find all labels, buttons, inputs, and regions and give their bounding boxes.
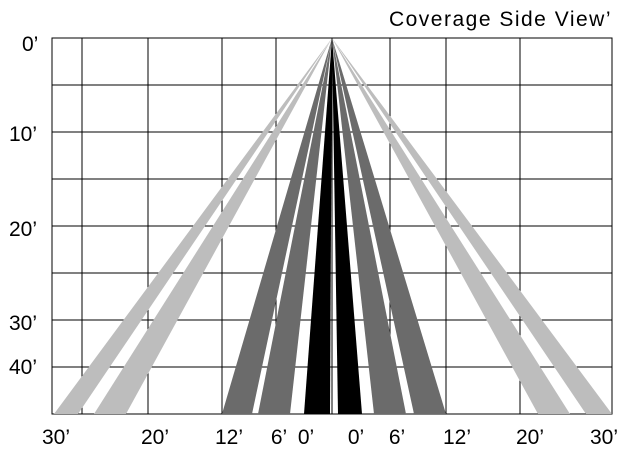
x-label: 20’ xyxy=(516,426,544,449)
x-label: 12’ xyxy=(215,426,243,449)
x-label: 30’ xyxy=(590,426,618,449)
middle-beams xyxy=(222,38,446,414)
beam-right-middle-2 xyxy=(332,38,406,414)
y-label: 20’ xyxy=(9,218,37,241)
x-label: 0’ xyxy=(348,426,364,449)
beam-left-inner xyxy=(304,38,332,414)
beam-right-outer-2 xyxy=(332,38,570,414)
y-label: 30’ xyxy=(9,312,37,335)
beam-right-middle-1 xyxy=(332,38,446,414)
x-label: 0’ xyxy=(298,426,314,449)
beam-right-inner xyxy=(332,38,362,414)
x-label: 20’ xyxy=(141,426,169,449)
x-label: 6’ xyxy=(389,426,405,449)
diagram-title: Coverage Side View’ xyxy=(389,8,612,31)
inner-beams xyxy=(304,38,362,414)
y-axis-labels: 0’ 10’ 20’ 30’ 40’ xyxy=(9,33,38,379)
beam-left-middle-2 xyxy=(258,38,332,414)
x-axis-labels: 30’ 20’ 12’ 6’ 0’ 0’ 6’ 12’ 20’ 30’ xyxy=(42,426,618,449)
beam-left-outer-2 xyxy=(94,38,332,414)
x-label: 6’ xyxy=(271,426,287,449)
y-label: 0’ xyxy=(22,33,38,56)
beam-left-outer-1 xyxy=(54,38,332,414)
y-label: 40’ xyxy=(9,356,37,379)
beam-right-outer-1 xyxy=(332,38,612,414)
y-label: 10’ xyxy=(9,123,37,146)
beam-left-middle-1 xyxy=(222,38,332,414)
x-label: 12’ xyxy=(443,426,471,449)
outer-beams xyxy=(54,38,612,414)
x-label: 30’ xyxy=(42,426,70,449)
